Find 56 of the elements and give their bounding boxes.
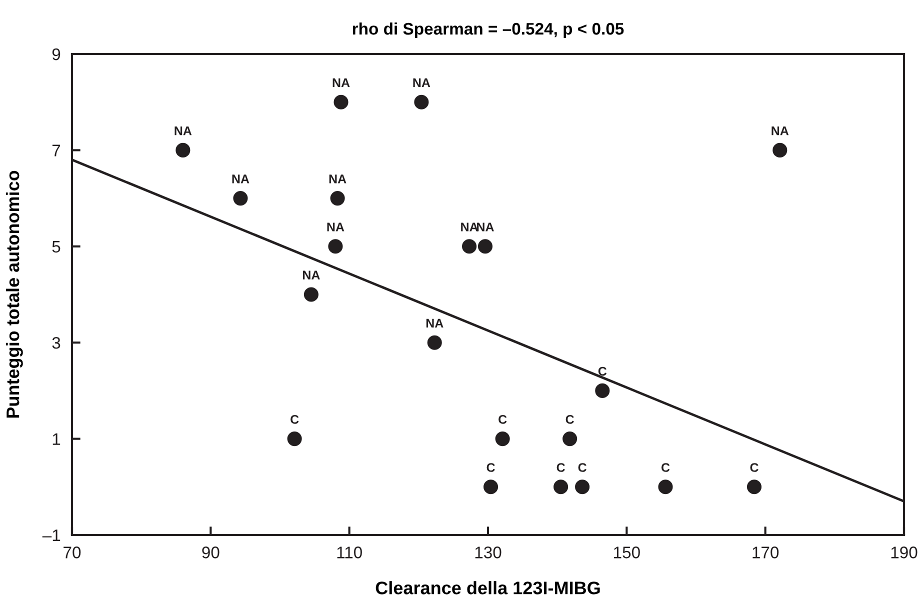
point xyxy=(478,239,493,254)
point xyxy=(562,432,578,446)
data-label: NA xyxy=(477,222,494,232)
point xyxy=(414,94,429,110)
point xyxy=(287,432,302,446)
y-tick-label: 9 xyxy=(52,48,60,60)
data-label: NA xyxy=(772,126,789,136)
point xyxy=(554,480,568,494)
point xyxy=(328,239,343,254)
data-label: NA xyxy=(426,318,444,328)
x-axis-title: Clearance della 123I-MIBG xyxy=(376,581,600,594)
data-label: NA xyxy=(332,78,350,88)
point xyxy=(772,142,788,158)
data-label: C xyxy=(566,414,574,424)
point xyxy=(575,480,590,494)
point xyxy=(658,480,673,494)
data-label: NA xyxy=(461,222,478,232)
data-label: C xyxy=(598,366,607,376)
point xyxy=(595,383,610,398)
y-tick-label: 7 xyxy=(52,144,60,156)
y-tick-label: –1 xyxy=(42,530,60,542)
point xyxy=(427,335,442,350)
x-tick-label: 170 xyxy=(752,546,779,558)
point xyxy=(330,191,345,206)
x-tick-label: 150 xyxy=(614,546,640,558)
y-tick-label: 5 xyxy=(52,240,60,253)
y-tick-label: 1 xyxy=(52,433,60,445)
data-label: NA xyxy=(174,126,192,136)
y-axis-title: Punteggio totale autonomico xyxy=(6,170,23,418)
point xyxy=(334,94,348,110)
data-label: C xyxy=(290,414,299,424)
point xyxy=(483,480,498,494)
chart-title: rho di Spearman = –0.524, p < 0.05 xyxy=(352,22,624,38)
data-label: NA xyxy=(413,78,430,88)
data-label: C xyxy=(498,414,507,424)
data-label: NA xyxy=(232,174,250,184)
y-tick-label: 3 xyxy=(52,337,60,349)
point xyxy=(462,239,477,254)
point xyxy=(495,432,510,446)
data-label: C xyxy=(578,463,586,472)
data-label: C xyxy=(661,463,670,472)
x-tick-label: 70 xyxy=(64,546,81,558)
data-label: C xyxy=(750,463,758,472)
x-tick-label: 130 xyxy=(475,546,502,558)
data-label: NA xyxy=(327,222,344,232)
x-tick-label: 90 xyxy=(202,546,220,558)
x-tick-label: 110 xyxy=(337,546,362,558)
x-tick-label: 190 xyxy=(891,546,918,558)
data-label: C xyxy=(486,463,495,472)
data-label: C xyxy=(556,463,565,472)
data-label: NA xyxy=(329,174,346,184)
point xyxy=(304,287,318,302)
data-label: NA xyxy=(303,270,320,280)
point xyxy=(233,191,248,206)
point xyxy=(746,480,762,494)
point xyxy=(176,142,190,158)
